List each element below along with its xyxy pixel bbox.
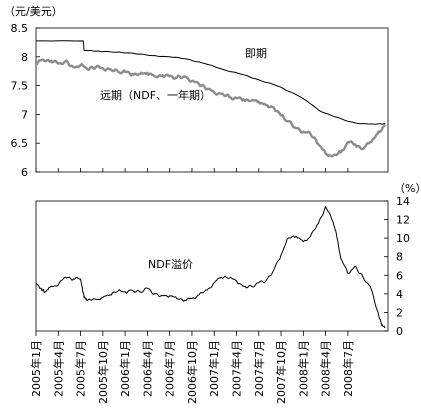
x-tick-label: 2006年7月: [163, 340, 177, 397]
y-tick-label: 6: [21, 166, 28, 179]
top-unit-label: （元/美元）: [4, 5, 63, 18]
x-tick-label: 2006年1月: [118, 340, 132, 397]
x-tick-label: 2008年1月: [296, 340, 310, 397]
series-line-0-0: [35, 40, 386, 125]
y-tick-label: 14: [396, 195, 410, 208]
bottom-plot-frame: [35, 200, 389, 332]
y-tick-label: 4: [396, 288, 403, 301]
y-tick-label: 10: [396, 232, 410, 245]
bottom-y-axis: 14 12 10 8 6 4 2 0: [384, 195, 410, 338]
x-tick-label: 2008年4月: [319, 340, 333, 397]
top-series-group: [35, 40, 387, 158]
y-tick-label: 8.5: [11, 22, 29, 35]
y-tick-label: 8: [21, 51, 28, 64]
legend-label-premium: NDF溢价: [148, 257, 193, 271]
x-tick-label: 2007年10月: [274, 340, 288, 404]
x-tick-label: 2005年10月: [96, 340, 110, 404]
top-panel: （元/美元） 8.5 8 7.5 7 6.5 6 即期 远期（NDF、一年期）: [4, 5, 389, 179]
y-tick-label: 8: [396, 251, 403, 264]
x-tick-label: 2006年10月: [185, 340, 199, 404]
y-tick-label: 6: [396, 269, 403, 282]
y-tick-label: 12: [396, 214, 410, 227]
y-tick-label: 7: [21, 108, 28, 121]
x-tick-label: 2005年1月: [29, 340, 43, 397]
x-axis: 2005年1月 2005年4月 2005年7月 2005年10月 2006年1月 2006…: [29, 168, 355, 404]
bottom-panel: （%） 14 12 10 8 6 4 2 0 NDF溢价: [35, 182, 421, 338]
series-line-1-0: [35, 206, 386, 329]
legend-label-spot: 即期: [245, 47, 267, 60]
legend-label-ndf: 远期（NDF、一年期）: [100, 88, 211, 102]
x-tick-label: 2005年4月: [51, 340, 65, 397]
x-tick-label: 2007年1月: [207, 340, 221, 397]
y-tick-label: 7.5: [11, 80, 29, 93]
x-tick-label: 2008年7月: [341, 340, 355, 397]
top-y-axis: 8.5 8 7.5 7 6.5 6: [11, 22, 40, 179]
y-tick-label: 2: [396, 306, 403, 319]
x-tick-label: 2007年7月: [252, 340, 266, 397]
series-line-0-1: [35, 58, 387, 158]
top-plot-frame: [35, 27, 389, 173]
bottom-series-group: [35, 206, 386, 329]
x-tick-label: 2005年7月: [74, 340, 88, 397]
y-tick-label: 6.5: [11, 137, 29, 150]
y-tick-label: 0: [396, 325, 403, 338]
x-tick-label: 2006年4月: [140, 340, 154, 397]
x-tick-label: 2007年4月: [230, 340, 244, 397]
bottom-unit-label: （%）: [394, 182, 421, 195]
